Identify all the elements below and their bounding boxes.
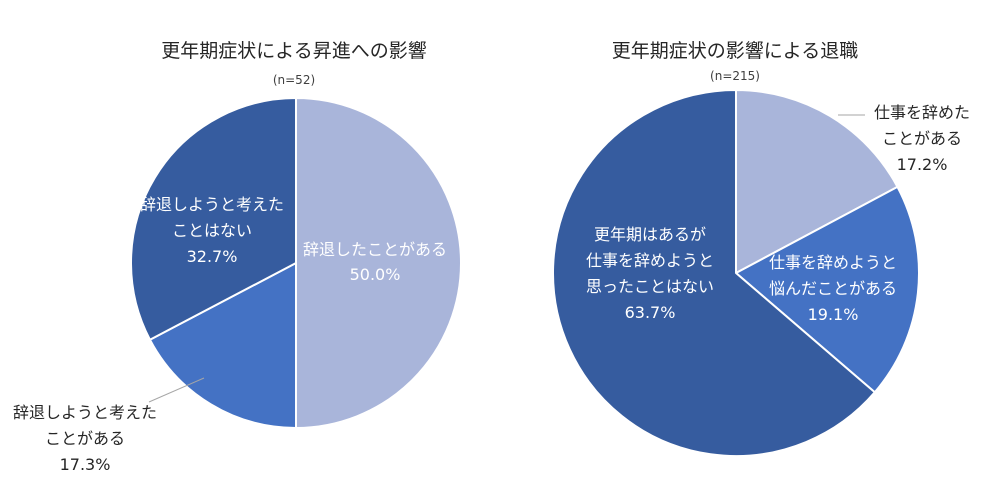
slice-label-line: 63.7% — [625, 303, 676, 322]
slice-label: 仕事を辞めようと悩んだことがある 19.1% — [769, 253, 897, 324]
slice-label: 辞退しようと考えたことがある 17.3% — [13, 403, 157, 474]
pie-slice — [130, 97, 297, 341]
leader-line — [148, 377, 205, 403]
slice-label-line: 17.3% — [60, 455, 111, 474]
slice-label-line: 思ったことはない — [586, 277, 714, 296]
slice-label-line: 17.2% — [897, 155, 948, 174]
pie-chart-resignation: 更年期症状の影響による退職 (n=215) 仕事を辞めたことがある 17.2%仕事… — [552, 40, 970, 457]
chart-title: 更年期症状の影響による退職 — [612, 40, 858, 62]
pie-slice — [735, 89, 899, 274]
slice-label-line: 32.7% — [187, 247, 238, 266]
slice-labels: 辞退したことがある 50.0%辞退しようと考えたことがある 17.3%辞退しようと考… — [13, 195, 447, 474]
pie-slice — [735, 185, 920, 394]
slice-label-line: 19.1% — [808, 305, 859, 324]
leader-lines — [148, 377, 205, 403]
slice-label-line: 更年期はあるが — [594, 225, 706, 244]
slice-label: 辞退しようと考えたことはない 32.7% — [140, 195, 284, 266]
pie-chart-promotion: 更年期症状による昇進への影響 (n=52) 辞退したことがある 50.0% 辞退しよ… — [13, 40, 462, 474]
slice-labels: 仕事を辞めたことがある 17.2%仕事を辞めようと悩んだことがある 19.1%更年期… — [586, 103, 970, 324]
slice-label-line: ことはない — [172, 221, 252, 240]
pie-slices — [552, 89, 920, 457]
pie-slice — [148, 262, 297, 429]
slice-label-line: 仕事を辞めた — [874, 103, 970, 122]
pie-slice — [295, 97, 462, 429]
slice-label-line: 50.0% — [350, 265, 401, 284]
pie-slices — [130, 97, 462, 429]
slice-label-line: 辞退しようと考えた — [140, 195, 284, 214]
slice-label-line: ことがある — [882, 129, 962, 148]
slice-label-line: 悩んだことがある — [769, 279, 897, 298]
chart-subtitle: (n=52) — [273, 73, 315, 87]
slice-label-line: ことがある — [45, 429, 125, 448]
chart-title: 更年期症状による昇進への影響 — [161, 40, 426, 62]
slice-label-line: 辞退しようと考えた — [13, 403, 157, 422]
pie-slice — [552, 89, 876, 457]
slice-label-line: 仕事を辞めようと — [586, 251, 714, 270]
chart-subtitle: (n=215) — [710, 69, 760, 83]
slice-label: 仕事を辞めたことがある 17.2% — [874, 103, 970, 174]
slice-label: 更年期はあるが仕事を辞めようと思ったことはない 63.7% — [586, 225, 714, 322]
slice-label: 辞退したことがある 50.0% — [303, 240, 447, 284]
slice-label-line: 辞退したことがある — [303, 240, 447, 259]
slice-label-line: 仕事を辞めようと — [769, 253, 897, 272]
